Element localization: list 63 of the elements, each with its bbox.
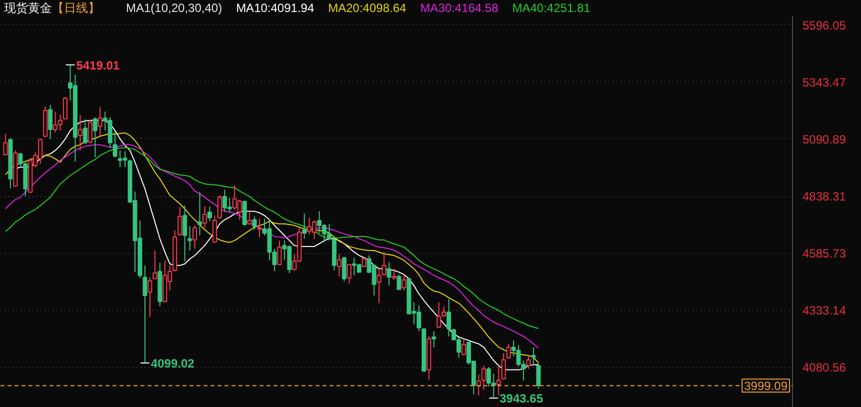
candlestick: [198, 192, 202, 236]
candlestick: [496, 364, 501, 396]
candlestick: [432, 330, 436, 348]
candlestick: [202, 206, 207, 228]
candlestick: [392, 268, 396, 280]
candlestick: [142, 264, 148, 364]
annotation: 4099.02: [150, 356, 195, 370]
candlestick: [188, 226, 192, 252]
candlestick: [501, 352, 506, 380]
y-tick-label: 5090.89: [802, 132, 846, 146]
candlestick: [386, 262, 392, 286]
candlestick: [342, 256, 346, 282]
text: MA20:4098.64: [328, 1, 406, 15]
candlestick: [88, 119, 92, 144]
candlestick: [336, 253, 342, 277]
candlestick: [402, 274, 406, 291]
candlestick: [192, 224, 198, 250]
candlestick: [242, 200, 247, 226]
candlestick: [82, 119, 88, 144]
text: MA40:4251.81: [512, 1, 590, 15]
candlestick: [526, 355, 531, 370]
ref-line-label: 3999.09: [744, 379, 788, 394]
candlestick: [112, 130, 118, 158]
chart-title: 现货黄金: [4, 1, 52, 15]
y-tick-label: 4080.56: [802, 360, 846, 375]
annotation: 3943.65: [500, 392, 544, 406]
candlestick: [212, 215, 217, 244]
candlestick: [446, 298, 452, 337]
y-tick-label: 4585.73: [802, 246, 846, 261]
y-tick-label: 4838.31: [802, 190, 846, 204]
chart-subtitle: 【日线】: [52, 1, 100, 15]
candlestick: [376, 266, 382, 304]
candlestick: [207, 206, 212, 222]
candlestick: [531, 346, 536, 366]
text: MA30:4164.58: [420, 1, 498, 15]
candlestick: [252, 216, 257, 230]
candlestick: [536, 363, 541, 390]
candlestick: [78, 114, 82, 151]
candlestick: [63, 96, 68, 120]
y-tick-label: 4333.14: [802, 304, 846, 318]
y-tick-label: 5343.47: [802, 75, 846, 90]
candlestick: [506, 343, 511, 360]
candlestick: [182, 205, 188, 262]
candlestick: [257, 218, 262, 238]
candlestick: [462, 338, 466, 356]
candlestick: [3, 133, 8, 156]
candlestick: [152, 250, 158, 280]
text: MA10:4091.94: [236, 1, 314, 15]
candlestick: [48, 104, 53, 140]
y-tick-label: 5596.05: [802, 18, 846, 32]
legend-title: MA1(10,20,30,40): [126, 1, 222, 15]
candlestick: [98, 106, 102, 136]
candlestick: [302, 212, 307, 240]
candlestick: [277, 240, 282, 266]
candlestick: [247, 210, 252, 226]
candlestick: [178, 206, 182, 236]
candlestick: [92, 116, 98, 158]
candlestick: [217, 194, 222, 219]
candlestick: [382, 252, 386, 276]
annotation: 5419.01: [76, 58, 120, 72]
candlestick: [346, 263, 352, 284]
candlestick: [148, 276, 152, 318]
candlestick: [396, 274, 402, 290]
